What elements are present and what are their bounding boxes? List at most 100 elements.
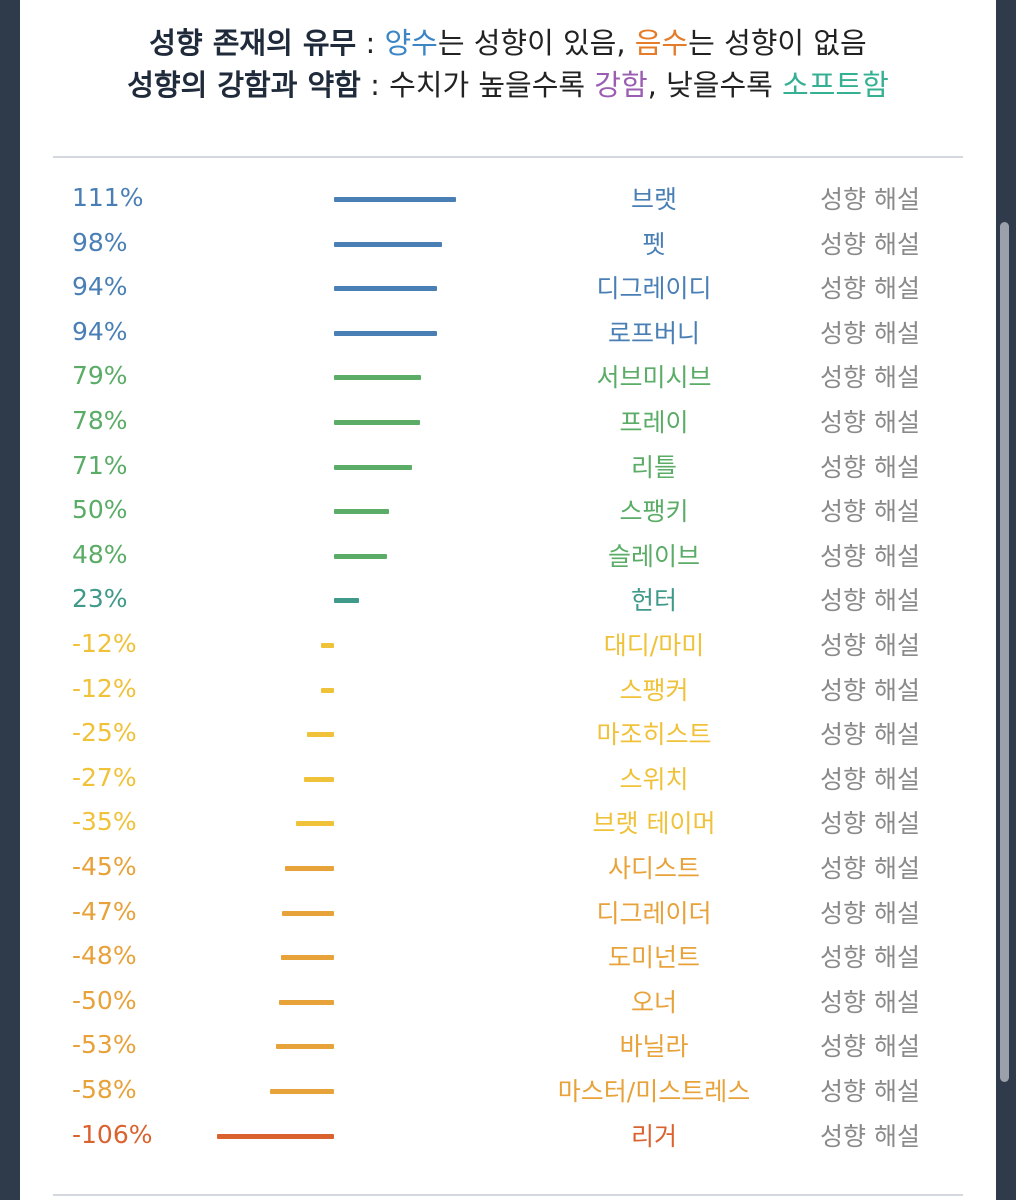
trait-row: -53% 바닐라 성향 해설 bbox=[20, 1025, 996, 1069]
trait-name: 스팽키 bbox=[619, 497, 689, 527]
trait-row: 48% 슬레이브 성향 해설 bbox=[20, 535, 996, 579]
trait-percent-label: -48% bbox=[72, 941, 137, 971]
legend-1-sep: : bbox=[356, 26, 385, 60]
trait-percent-label: 94% bbox=[72, 272, 128, 302]
trait-row: -35% 브랫 테이머 성향 해설 bbox=[20, 802, 996, 846]
trait-explanation-link[interactable]: 성향 해설 bbox=[820, 1077, 920, 1106]
trait-explanation-link[interactable]: 성향 해설 bbox=[820, 809, 920, 839]
trait-bar bbox=[295, 821, 334, 827]
legend-line-2: 성향의 강함과 약함 : 수치가 높을수록 강함, 낮을수록 소프트함 bbox=[20, 64, 996, 106]
trait-bar bbox=[320, 687, 334, 693]
trait-row: -45% 사디스트 성향 해설 bbox=[20, 847, 996, 891]
content-panel: 성향 존재의 유무 : 양수는 성향이 있음, 음수는 성향이 없음 성향의 강… bbox=[20, 0, 996, 1200]
trait-explanation-link[interactable]: 성향 해설 bbox=[820, 363, 920, 393]
legend-header: 성향 존재의 유무 : 양수는 성향이 있음, 음수는 성향이 없음 성향의 강… bbox=[20, 22, 996, 106]
trait-row: -47% 디그레이더 성향 해설 bbox=[20, 892, 996, 936]
trait-bar bbox=[275, 1044, 334, 1050]
trait-bar bbox=[334, 241, 442, 247]
trait-row: 23% 헌터 성향 해설 bbox=[20, 579, 996, 623]
trait-name: 로프버니 bbox=[607, 318, 700, 348]
trait-bar bbox=[334, 375, 421, 381]
trait-percent-label: 94% bbox=[72, 316, 128, 346]
trait-explanation-link[interactable]: 성향 해설 bbox=[820, 854, 920, 883]
trait-bar bbox=[334, 464, 413, 470]
trait-percent-label: 48% bbox=[72, 539, 128, 569]
trait-percent-label: -12% bbox=[72, 673, 137, 703]
trait-explanation-link[interactable]: 성향 해설 bbox=[820, 497, 920, 527]
trait-name: 마조히스트 bbox=[596, 720, 712, 750]
trait-row: 79% 서브미시브 성향 해설 bbox=[20, 356, 996, 400]
trait-name: 사디스트 bbox=[607, 854, 700, 883]
trait-row: 50% 스팽키 성향 해설 bbox=[20, 490, 996, 534]
trait-explanation-link[interactable]: 성향 해설 bbox=[820, 898, 920, 928]
legend-2-part2: , 낮을수록 bbox=[647, 68, 783, 102]
trait-row: -50% 오너 성향 해설 bbox=[20, 981, 996, 1025]
trait-explanation-link[interactable]: 성향 해설 bbox=[820, 586, 920, 616]
trait-explanation-link[interactable]: 성향 해설 bbox=[820, 229, 920, 259]
legend-2-sep: : bbox=[360, 68, 390, 102]
trait-name: 대디/마미 bbox=[603, 631, 705, 660]
trait-name: 디그레이디 bbox=[596, 274, 712, 304]
legend-1-title: 성향 존재의 유무 bbox=[149, 26, 357, 60]
trait-explanation-link[interactable]: 성향 해설 bbox=[820, 318, 920, 348]
trait-explanation-link[interactable]: 성향 해설 bbox=[820, 987, 920, 1017]
trait-name: 바닐라 bbox=[619, 1032, 689, 1062]
trait-bar bbox=[334, 553, 387, 559]
trait-bar bbox=[334, 509, 389, 515]
legend-line-1: 성향 존재의 유무 : 양수는 성향이 있음, 음수는 성향이 없음 bbox=[20, 22, 996, 64]
trait-bar bbox=[270, 1089, 334, 1094]
trait-name: 리거 bbox=[630, 1121, 677, 1151]
legend-soft-word: 소프트함 bbox=[782, 68, 889, 102]
trait-explanation-link[interactable]: 성향 해설 bbox=[820, 274, 920, 304]
trait-name: 슬레이브 bbox=[607, 541, 700, 571]
trait-percent-label: -25% bbox=[72, 718, 137, 748]
trait-explanation-link[interactable]: 성향 해설 bbox=[820, 1032, 920, 1062]
legend-2-title: 성향의 강함과 약함 bbox=[127, 68, 361, 102]
trait-row: 78% 프레이 성향 해설 bbox=[20, 401, 996, 445]
trait-explanation-link[interactable]: 성향 해설 bbox=[820, 764, 920, 794]
trait-row: 94% 디그레이디 성향 해설 bbox=[20, 267, 996, 311]
trait-row: -25% 마조히스트 성향 해설 bbox=[20, 713, 996, 757]
legend-negative-text: 는 성향이 없음 bbox=[688, 26, 867, 60]
trait-bar bbox=[284, 866, 334, 871]
trait-percent-label: -58% bbox=[72, 1075, 137, 1104]
trait-bar bbox=[334, 330, 438, 336]
trait-row: -48% 도미넌트 성향 해설 bbox=[20, 936, 996, 980]
trait-percent-label: -53% bbox=[72, 1030, 137, 1060]
trait-row: -12% 스팽커 성향 해설 bbox=[20, 669, 996, 713]
trait-percent-label: -35% bbox=[72, 807, 137, 837]
trait-row: -58% 마스터/미스트레스 성향 해설 bbox=[20, 1070, 996, 1114]
trait-explanation-link[interactable]: 성향 해설 bbox=[820, 1121, 920, 1151]
trait-bar bbox=[279, 999, 334, 1005]
legend-positive-word: 양수 bbox=[384, 26, 438, 60]
trait-percent-label: -12% bbox=[72, 629, 137, 658]
trait-percent-label: 71% bbox=[72, 450, 128, 480]
trait-explanation-link[interactable]: 성향 해설 bbox=[820, 631, 920, 660]
trait-percent-label: 50% bbox=[72, 495, 128, 525]
trait-row: 98% 펫 성향 해설 bbox=[20, 223, 996, 267]
trait-bar bbox=[281, 955, 334, 961]
trait-bar bbox=[282, 910, 334, 916]
trait-explanation-link[interactable]: 성향 해설 bbox=[820, 720, 920, 750]
scrollbar-thumb[interactable] bbox=[1000, 222, 1009, 1082]
trait-explanation-link[interactable]: 성향 해설 bbox=[820, 408, 920, 437]
trait-row: -12% 대디/마미 성향 해설 bbox=[20, 624, 996, 668]
trait-bar bbox=[217, 1133, 334, 1139]
trait-name: 디그레이더 bbox=[596, 898, 712, 928]
trait-explanation-link[interactable]: 성향 해설 bbox=[820, 452, 920, 482]
trait-name: 마스터/미스트레스 bbox=[557, 1077, 751, 1106]
trait-percent-label: 111% bbox=[72, 183, 144, 212]
trait-name: 브랫 bbox=[630, 185, 677, 214]
trait-row: 71% 리틀 성향 해설 bbox=[20, 446, 996, 490]
trait-name: 펫 bbox=[642, 229, 666, 259]
trait-name: 리틀 bbox=[630, 452, 677, 482]
trait-explanation-link[interactable]: 성향 해설 bbox=[820, 675, 920, 705]
trait-row: -106% 리거 성향 해설 bbox=[20, 1115, 996, 1159]
trait-explanation-link[interactable]: 성향 해설 bbox=[820, 185, 920, 214]
trait-row: 111% 브랫 성향 해설 bbox=[20, 178, 996, 222]
trait-bar bbox=[320, 643, 334, 648]
trait-name: 스팽커 bbox=[619, 675, 689, 705]
trait-explanation-link[interactable]: 성향 해설 bbox=[820, 943, 920, 973]
trait-name: 헌터 bbox=[630, 586, 677, 616]
trait-explanation-link[interactable]: 성향 해설 bbox=[820, 541, 920, 571]
